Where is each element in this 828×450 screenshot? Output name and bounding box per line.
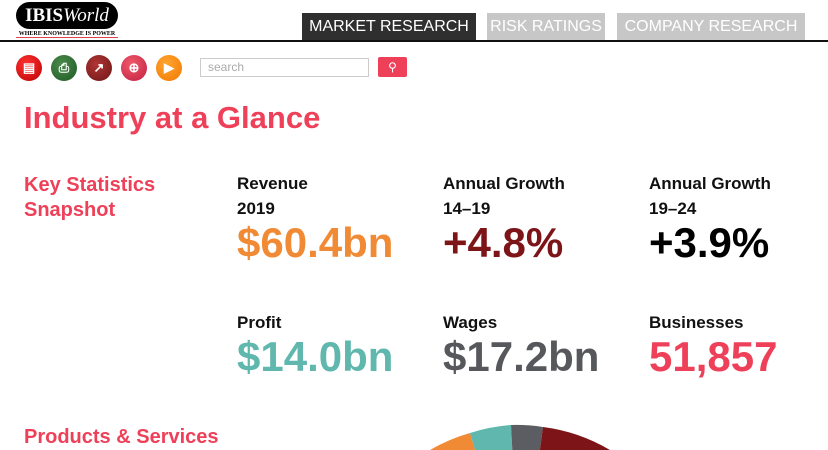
page-title: Industry at a Glance — [24, 100, 321, 135]
search-button[interactable]: ⚲ — [378, 57, 407, 77]
logo-tagline: Where knowledge is power — [16, 31, 118, 38]
chart-icon[interactable]: ↗ — [86, 55, 112, 81]
tab-market-research[interactable]: MARKET RESEARCH — [302, 13, 476, 41]
stat-growth-14-19: Annual Growth 14–19 +4.8% — [443, 174, 565, 266]
logo-text-italic: World — [63, 5, 109, 26]
key-stats-heading: Key Statistics Snapshot — [24, 174, 156, 221]
pie-slice-red — [539, 427, 610, 450]
pdf-icon[interactable]: ▤ — [16, 55, 42, 81]
search-icon: ⚲ — [388, 60, 397, 74]
header-divider — [0, 40, 828, 42]
pie-slice-gray — [511, 424, 543, 450]
stat-growth-19-24: Annual Growth 19–24 +3.9% — [649, 174, 771, 266]
ibisworld-logo[interactable]: IBISWorld — [16, 2, 118, 29]
print-icon[interactable]: ⎙ — [51, 55, 77, 81]
stat-revenue: Revenue 2019 $60.4bn — [237, 174, 394, 266]
products-heading: Products & Services — [24, 426, 219, 448]
pie-slice-orange — [430, 433, 476, 450]
stat-wages: Wages $17.2bn — [443, 313, 600, 380]
stat-businesses: Businesses 51,857 — [649, 313, 778, 380]
zoom-icon[interactable]: ⊕ — [121, 55, 147, 81]
tab-company-research[interactable]: COMPANY RESEARCH — [617, 13, 805, 41]
stat-profit: Profit $14.0bn — [237, 313, 394, 380]
logo-text: IBIS — [25, 5, 64, 26]
video-icon[interactable]: ▶ — [156, 55, 182, 81]
tab-risk-ratings[interactable]: RISK RATINGS — [487, 13, 605, 41]
search-input[interactable]: search — [200, 58, 369, 77]
pie-slice-teal — [470, 425, 513, 450]
